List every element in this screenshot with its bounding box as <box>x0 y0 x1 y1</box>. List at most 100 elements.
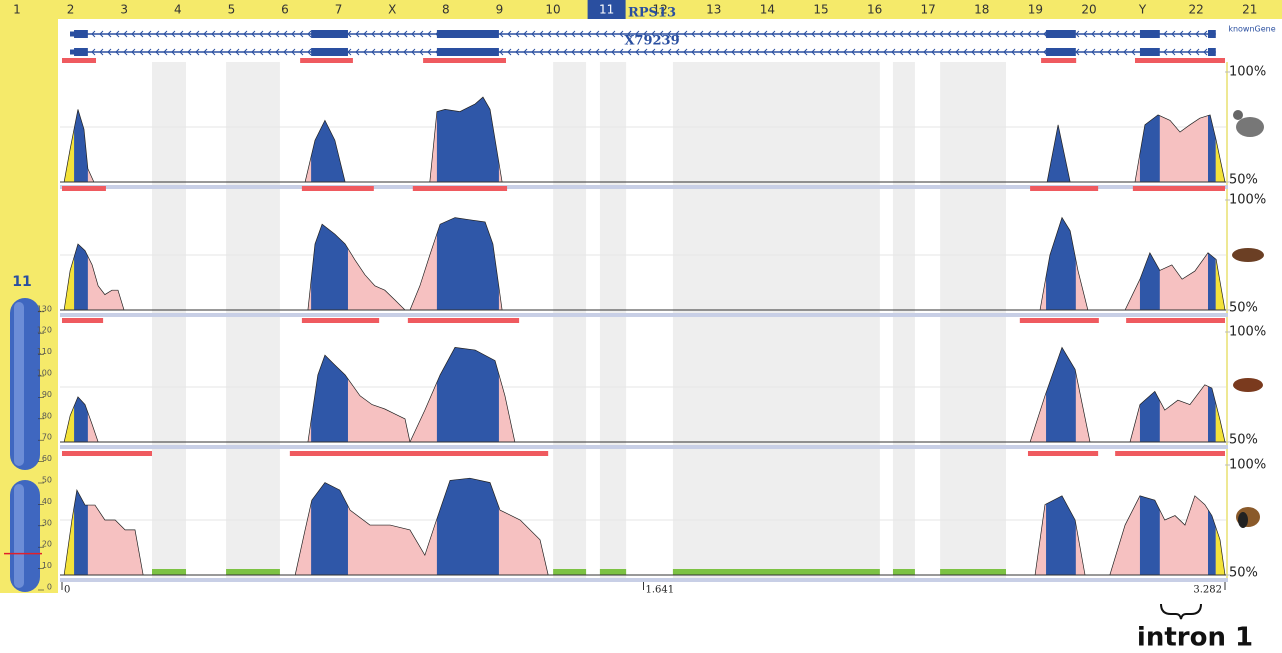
strand-arrow <box>131 48 136 56</box>
strand-arrow <box>123 30 128 38</box>
strand-arrow <box>819 48 824 56</box>
strand-arrow <box>859 30 864 38</box>
chromosome-label: 13 <box>706 3 721 17</box>
chromosome-label: 20 <box>1081 3 1096 17</box>
ecr-bar <box>1115 451 1225 456</box>
strand-arrow <box>1107 30 1112 38</box>
chicken-head <box>1233 110 1243 120</box>
utr <box>70 31 79 37</box>
profile-outline <box>409 347 516 443</box>
ecr-bar <box>289 451 549 456</box>
strand-arrow <box>507 30 512 38</box>
rat-icon <box>1232 248 1264 262</box>
strand-arrow <box>371 30 376 38</box>
ecr-bar <box>1132 186 1225 191</box>
strand-arrow <box>507 48 512 56</box>
strand-arrow <box>707 48 712 56</box>
strand-arrow <box>155 30 160 38</box>
ideogram-tick-label: 20 <box>42 540 52 549</box>
strand-arrow <box>755 48 760 56</box>
strand-arrow <box>211 30 216 38</box>
track-separator <box>60 185 1228 189</box>
strand-arrow <box>195 30 200 38</box>
strand-arrow <box>1003 48 1008 56</box>
chromosome-label: 12 <box>653 3 668 17</box>
profile-outline <box>1129 384 1226 443</box>
profile-outline <box>307 354 411 443</box>
repeat-bar <box>940 569 1007 575</box>
strand-arrow <box>539 30 544 38</box>
ideogram-tick-label: 80 <box>42 411 52 420</box>
strand-arrow <box>619 30 624 38</box>
strand-arrow <box>395 48 400 56</box>
repeat-bar <box>553 569 587 575</box>
dog-ear <box>1238 512 1248 528</box>
strand-arrow <box>283 48 288 56</box>
strand-arrow <box>827 48 832 56</box>
strand-arrow <box>99 30 104 38</box>
strand-arrow <box>787 30 792 38</box>
chromosome-label: 9 <box>496 3 504 17</box>
strand-arrow <box>219 48 224 56</box>
strand-arrow <box>403 30 408 38</box>
strand-arrow <box>795 30 800 38</box>
chromosome-label: 8 <box>442 3 450 17</box>
exon <box>1046 30 1076 38</box>
ecr-bar <box>1027 451 1099 456</box>
exon <box>436 30 499 38</box>
profile-outline <box>1029 346 1091 443</box>
conservation-profile <box>1109 495 1225 575</box>
strand-arrow <box>651 30 656 38</box>
strand-arrow <box>883 30 888 38</box>
strand-arrow <box>731 30 736 38</box>
track-separator <box>60 578 1228 582</box>
strand-arrow <box>915 30 920 38</box>
strand-arrow <box>187 30 192 38</box>
strand-arrow <box>1131 48 1136 56</box>
ideogram-tick-label: 30 <box>42 518 52 527</box>
strand-arrow <box>243 30 248 38</box>
gene-track-label: knownGene <box>1228 25 1275 34</box>
repeat-bar <box>152 569 187 575</box>
strand-arrow <box>115 48 120 56</box>
strand-arrow <box>947 30 952 38</box>
strand-arrow <box>1027 30 1032 38</box>
ecr-bar <box>1041 58 1077 63</box>
strand-arrow <box>787 48 792 56</box>
repeat-bar <box>892 569 915 575</box>
strand-arrow <box>387 48 392 56</box>
strand-arrow <box>595 48 600 56</box>
strand-arrow <box>379 48 384 56</box>
strand-arrow <box>91 30 96 38</box>
strand-arrow <box>611 48 616 56</box>
strand-arrow <box>675 30 680 38</box>
chromosome-label: 16 <box>867 3 882 17</box>
strand-arrow <box>611 30 616 38</box>
strand-arrow <box>899 48 904 56</box>
strand-arrow <box>387 30 392 38</box>
strand-arrow <box>499 48 504 56</box>
strand-arrow <box>971 30 976 38</box>
annotation: intron 1 <box>1137 623 1253 653</box>
strand-arrow <box>171 48 176 56</box>
profile-outline <box>304 119 346 183</box>
strand-arrow <box>931 48 936 56</box>
y-tick-label: 100% <box>1229 65 1266 80</box>
exon-conservation <box>429 97 503 182</box>
strand-arrow <box>411 48 416 56</box>
strand-arrow <box>499 30 504 38</box>
strand-arrow <box>147 30 152 38</box>
strand-arrow <box>899 30 904 38</box>
chromosome-label: 2 <box>67 3 75 17</box>
strand-arrow <box>187 48 192 56</box>
repeat-bar <box>226 569 280 575</box>
strand-arrow <box>291 30 296 38</box>
strand-arrow <box>299 48 304 56</box>
chromosome-label: X <box>388 3 396 17</box>
y-tick-label: 50% <box>1229 173 1258 188</box>
strand-arrow <box>859 48 864 56</box>
ecr-bar <box>62 58 97 63</box>
profile-outline <box>1109 495 1226 576</box>
repeat-shade <box>226 62 280 578</box>
strand-arrow <box>203 48 208 56</box>
